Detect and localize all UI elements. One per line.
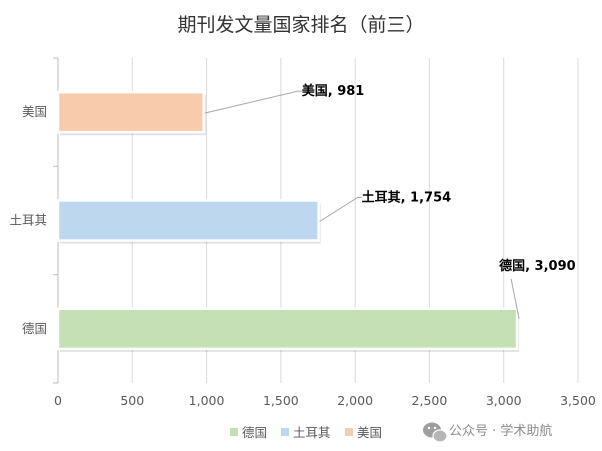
x-tick-label: 0 [54, 393, 62, 408]
x-tick-label: 3,000 [486, 393, 522, 408]
data-labels: 德国, 3,090 土耳其, 1,754 美国, 981 [302, 83, 576, 274]
bar [56, 90, 205, 134]
leader-line [319, 197, 362, 222]
data-label: 美国, 981 [302, 83, 365, 99]
category-labels: 德国 土耳其 美国 [9, 104, 47, 336]
bar [56, 199, 320, 242]
x-tick-label: 3,500 [560, 393, 596, 408]
legend-label: 美国 [357, 425, 382, 440]
legend-swatch [230, 428, 238, 436]
data-label: 土耳其, 1,754 [362, 190, 452, 206]
legend: 德国 土耳其 美国 [230, 425, 382, 440]
bars [56, 90, 520, 352]
watermark-text: 公众号 · 学术助航 [449, 423, 552, 439]
category-label: 德国 [22, 321, 47, 336]
legend-label: 德国 [242, 425, 267, 440]
data-label: 德国, 3,090 [499, 258, 576, 274]
x-tick-label: 1,500 [263, 393, 299, 408]
x-tick-label: 500 [120, 393, 144, 408]
leader-line [204, 90, 302, 114]
legend-swatch [281, 428, 289, 436]
x-tick-labels: 0 500 1,000 1,500 2,000 2,500 3,000 3,500 [54, 393, 596, 408]
watermark: 公众号 · 学术助航 [423, 422, 552, 443]
wechat-icon [423, 422, 448, 443]
leader-lines [204, 90, 520, 319]
bar [56, 307, 519, 351]
legend-label: 土耳其 [293, 425, 331, 440]
x-tick-label: 2,500 [412, 393, 448, 408]
category-label: 美国 [22, 104, 47, 119]
leader-line [510, 278, 520, 319]
category-label: 土耳其 [9, 213, 47, 228]
chart-title: 期刊发文量国家排名（前三） [177, 14, 424, 36]
x-tick-label: 1,000 [189, 393, 225, 408]
x-tick-label: 2,000 [337, 393, 373, 408]
legend-swatch [345, 428, 353, 436]
